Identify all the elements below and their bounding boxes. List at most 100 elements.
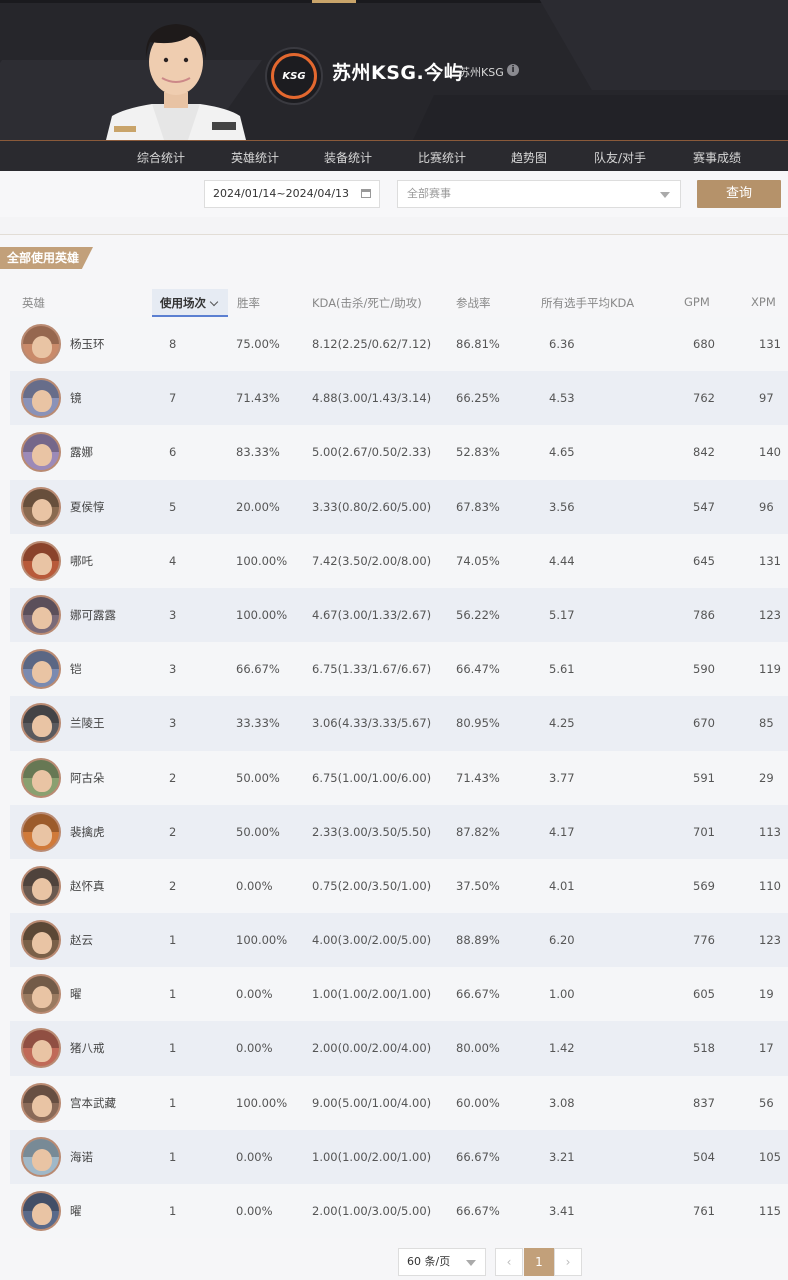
table-row: 赵怀真 2 0.00% 0.75(2.00/3.50/1.00) 37.50% 4.01 5…	[10, 858, 788, 914]
games-cell: 1	[169, 1095, 177, 1110]
table-row: 曜 1 0.00% 1.00(1.00/2.00/1.00) 66.67% 1.00 605…	[10, 967, 788, 1022]
avg-kda-cell: 6.20	[549, 933, 575, 948]
xpm-cell: 131	[759, 337, 781, 351]
team-logo-mark: KSG	[271, 53, 317, 99]
gpm-cell: 645	[693, 553, 715, 568]
hero-avatar	[21, 811, 61, 852]
prev-page-button[interactable]: ‹	[495, 1248, 523, 1276]
table-row: 海诺 1 0.00% 1.00(1.00/2.00/1.00) 66.67% 3.21 50…	[10, 1129, 788, 1184]
avg-kda-cell: 4.25	[549, 716, 575, 731]
xpm-cell: 85	[759, 716, 774, 731]
avg-kda-cell: 1.00	[549, 987, 575, 1002]
chevron-down-icon	[209, 297, 219, 307]
tab-match-stats[interactable]: 比赛统计	[418, 151, 467, 165]
tab-teammates-opponents[interactable]: 队友/对手	[594, 151, 647, 165]
winrate-cell: 50.00%	[236, 824, 280, 839]
table-row: 铠 3 66.67% 6.75(1.33/1.67/6.67) 66.47% 5.61 59…	[10, 642, 788, 697]
xpm-cell: 123	[759, 607, 781, 622]
hero-name: 曜	[70, 1204, 82, 1218]
participation-cell: 86.81%	[456, 337, 500, 351]
avg-kda-cell: 4.65	[549, 445, 575, 460]
xpm-cell: 97	[759, 391, 774, 406]
gpm-cell: 670	[693, 716, 715, 731]
page-size-select[interactable]: 60 条/页	[398, 1248, 486, 1276]
page-1-button[interactable]: 1	[524, 1248, 554, 1276]
winrate-cell: 33.33%	[236, 716, 280, 731]
avg-kda-cell: 3.41	[549, 1204, 575, 1218]
date-range-picker[interactable]: 2024/01/14~2024/04/13	[204, 180, 380, 208]
kda-cell: 2.00(1.00/3.00/5.00)	[312, 1204, 432, 1218]
hero-name: 铠	[70, 662, 82, 677]
table-row: 兰陵王 3 33.33% 3.06(4.33/3.33/5.67) 80.95% 4.25…	[10, 696, 788, 751]
winrate-cell: 0.00%	[236, 987, 273, 1002]
gpm-cell: 569	[693, 878, 715, 893]
gpm-cell: 762	[693, 391, 715, 406]
header-decoration	[528, 0, 788, 90]
gpm-cell: 786	[693, 607, 715, 622]
participation-cell: 87.82%	[456, 824, 500, 839]
section-title: 全部使用英雄	[0, 247, 94, 269]
info-icon[interactable]: i	[507, 64, 519, 76]
column-header-kda[interactable]: KDA(击杀/死亡/助攻)	[312, 296, 422, 310]
calendar-icon	[361, 189, 371, 198]
column-header-winrate[interactable]: 胜率	[237, 296, 260, 310]
participation-cell: 37.50%	[456, 878, 500, 893]
avg-kda-cell: 5.17	[549, 607, 575, 622]
hero-avatar	[21, 1028, 61, 1069]
table-row: 娜可露露 3 100.00% 4.67(3.00/1.33/2.67) 56.22% 5.…	[10, 587, 788, 643]
player-photo	[106, 24, 246, 140]
winrate-cell: 0.00%	[236, 1204, 273, 1218]
event-select[interactable]: 全部赛事	[397, 180, 681, 208]
tab-hero-stats[interactable]: 英雄统计	[231, 151, 280, 165]
participation-cell: 66.67%	[456, 1149, 500, 1164]
games-cell: 2	[169, 878, 177, 893]
next-page-button[interactable]: ›	[554, 1248, 582, 1276]
filter-bar: 2024/01/14~2024/04/13 全部赛事 查询	[0, 171, 788, 217]
hero-avatar	[21, 378, 61, 419]
column-header-gpm[interactable]: GPM	[684, 295, 710, 309]
table-row: 镜 7 71.43% 4.88(3.00/1.43/3.14) 66.25% 4.53 76…	[10, 371, 788, 426]
hero-avatar	[21, 324, 61, 364]
tab-equipment-stats[interactable]: 装备统计	[324, 151, 373, 165]
tab-trend-chart[interactable]: 趋势图	[511, 151, 548, 165]
table-row: 赵云 1 100.00% 4.00(3.00/2.00/5.00) 88.89% 6.20…	[10, 913, 788, 968]
winrate-cell: 100.00%	[236, 1095, 288, 1110]
xpm-cell: 115	[759, 1204, 781, 1218]
winrate-cell: 50.00%	[236, 770, 280, 785]
column-header-games[interactable]: 使用场次	[160, 295, 219, 311]
avg-kda-cell: 5.61	[549, 662, 575, 677]
team-logo: KSG	[265, 47, 323, 105]
winrate-cell: 71.43%	[236, 391, 280, 406]
hero-name: 哪吒	[70, 553, 93, 568]
hero-name: 猪八戒	[70, 1041, 105, 1056]
column-header-avg-kda[interactable]: 所有选手平均KDA	[541, 296, 635, 310]
stats-nav: 综合统计 英雄统计 装备统计 比赛统计 趋势图 队友/对手 赛事成绩	[0, 140, 788, 172]
column-header-games-label: 使用场次	[160, 296, 206, 310]
hero-avatar	[21, 703, 61, 744]
xpm-cell: 29	[759, 770, 774, 785]
chevron-down-icon	[466, 1260, 476, 1266]
winrate-cell: 66.67%	[236, 662, 280, 677]
tab-event-results[interactable]: 赛事成绩	[693, 151, 742, 165]
gpm-cell: 842	[693, 445, 715, 460]
winrate-cell: 100.00%	[236, 607, 288, 622]
table-row: 夏侯惇 5 20.00% 3.33(0.80/2.60/5.00) 67.83% 3.56…	[10, 479, 788, 534]
query-button[interactable]: 查询	[697, 180, 781, 208]
table-row: 阿古朵 2 50.00% 6.75(1.00/1.00/6.00) 71.43% 3.77…	[10, 750, 788, 805]
column-header-xpm[interactable]: XPM	[751, 295, 776, 309]
kda-cell: 5.00(2.67/0.50/2.33)	[312, 445, 432, 460]
gpm-cell: 504	[693, 1149, 715, 1164]
chevron-down-icon	[660, 192, 670, 198]
participation-cell: 66.25%	[456, 391, 500, 406]
games-cell: 4	[169, 553, 177, 568]
header-accent	[312, 0, 356, 3]
table-row: 宫本武藏 1 100.00% 9.00(5.00/1.00/4.00) 60.00% 3.…	[10, 1075, 788, 1130]
hero-name: 镜	[70, 391, 82, 406]
column-header-participation[interactable]: 参战率	[456, 296, 491, 310]
avg-kda-cell: 4.44	[549, 553, 575, 568]
tab-overall-stats[interactable]: 综合统计	[137, 151, 186, 165]
kda-cell: 6.75(1.33/1.67/6.67)	[312, 662, 432, 677]
section-divider	[0, 234, 788, 235]
kda-cell: 7.42(3.50/2.00/8.00)	[312, 553, 432, 568]
hero-name: 宫本武藏	[70, 1095, 116, 1110]
